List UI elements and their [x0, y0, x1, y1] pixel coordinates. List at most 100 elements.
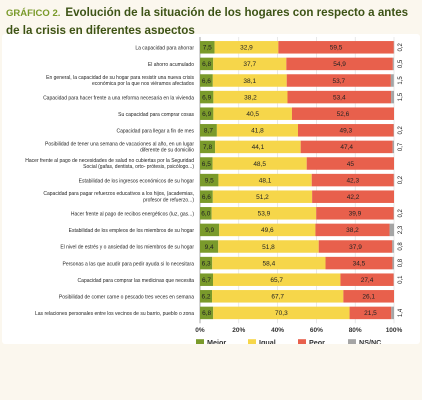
category-label: Posibilidad de tener una semana de vacac…	[45, 141, 194, 153]
bar-segment-mejor	[200, 90, 214, 104]
data-label-nsnc: 0,2	[398, 208, 404, 217]
bar-segment-igual	[213, 57, 287, 71]
category-label: Su capacidad para comprar cosas	[118, 112, 194, 118]
category-label: Las relaciones personales entre los veci…	[35, 311, 194, 317]
data-label: 70,3	[275, 310, 288, 317]
data-label: 6,8	[202, 310, 211, 317]
data-label: 47,4	[340, 144, 353, 151]
data-label: 9,4	[205, 244, 214, 251]
data-label: 6,0	[201, 211, 210, 218]
bar-segment-mejor	[200, 140, 216, 154]
data-label-nsnc: 0,7	[398, 142, 404, 151]
category-label: La capacidad para ahorrar	[135, 46, 194, 52]
bar-segment-nsnc	[392, 240, 394, 253]
bar-segment-igual	[212, 256, 326, 270]
bar-segment-peor	[318, 240, 393, 253]
data-label-nsnc: 2,3	[398, 225, 404, 234]
bar-segment-mejor	[200, 190, 213, 203]
bar-segment-peor	[315, 223, 390, 237]
x-tick-label: 40%	[271, 327, 284, 334]
bar-segment-mejor	[200, 74, 213, 87]
bar-segment-mejor	[200, 173, 219, 187]
data-label: 38,2	[346, 227, 359, 234]
category-label: Hacer frente al pago de necesidades de s…	[25, 158, 194, 170]
bar-segment-mejor	[200, 240, 219, 253]
bar-segment-peor	[340, 273, 394, 286]
bar-segment-peor	[349, 306, 392, 320]
chart-title: Evolución de la situación de los hogares…	[6, 6, 409, 37]
data-label: 6,2	[201, 294, 210, 301]
bar-segment-igual	[212, 157, 307, 170]
bar-segment-igual	[213, 107, 292, 120]
x-tick-label: 80%	[349, 327, 362, 334]
x-tick-label: 100%	[386, 327, 403, 334]
data-label: 45	[347, 161, 355, 168]
chart-area: 0% 20% 40% 60% 80% 100% La capacidad para ahor…	[2, 34, 420, 344]
data-label-nsnc: 0,2	[398, 125, 404, 134]
bar-segment-mejor	[200, 207, 212, 220]
legend-swatch	[196, 339, 204, 344]
data-label: 53,7	[332, 78, 345, 85]
data-label: 9,5	[205, 177, 214, 184]
data-label: 6,6	[202, 194, 211, 201]
bar-segment-igual	[211, 207, 317, 220]
legend-swatch	[298, 339, 306, 344]
bar-segment-mejor	[200, 41, 215, 54]
bar-segment-igual	[216, 124, 298, 137]
bar-segment-peor	[316, 207, 394, 220]
bar-segment-peor	[297, 124, 394, 137]
category-label: Estabilidad de los empleos de los miembr…	[69, 228, 195, 234]
legend-swatch	[348, 339, 356, 344]
legend-label: Peor	[309, 338, 325, 344]
bar-segment-mejor	[200, 290, 213, 303]
legend-swatch	[248, 339, 256, 344]
data-label: 42,2	[347, 194, 360, 201]
data-label: 6,5	[202, 161, 211, 168]
data-label: 44,1	[252, 144, 265, 151]
bar-segment-mejor	[200, 107, 214, 120]
bar-segment-peor	[306, 157, 394, 170]
data-label: 6,3	[202, 260, 211, 267]
bar-segment-peor	[325, 256, 393, 270]
data-label-nsnc: 1,5	[398, 92, 404, 101]
data-label: 6,7	[202, 277, 211, 284]
bar-segment-igual	[212, 273, 341, 286]
data-label: 6,9	[202, 94, 211, 101]
data-label: 42,3	[346, 177, 359, 184]
data-label: 6,8	[202, 61, 211, 68]
bar-segment-nsnc	[391, 306, 394, 320]
legend-label: Igual	[259, 338, 276, 344]
bar-segment-peor	[300, 140, 393, 154]
data-label: 38,2	[244, 94, 257, 101]
data-label: 40,5	[246, 111, 259, 118]
legend-label: NS/NC	[359, 338, 381, 344]
bar-segment-mejor	[200, 306, 214, 320]
data-label: 37,9	[349, 244, 362, 251]
bar-segment-nsnc	[389, 223, 394, 237]
bar-segment-peor	[291, 107, 394, 120]
bar-segment-peor	[286, 74, 391, 87]
data-label-nsnc: 0,2	[398, 42, 404, 51]
data-label-nsnc: 0,8	[398, 258, 404, 267]
x-tick-label: 60%	[310, 327, 323, 334]
data-label: 9,9	[205, 227, 214, 234]
data-label: 52,6	[337, 111, 350, 118]
data-label: 32,9	[240, 45, 253, 52]
bar-segment-mejor	[200, 273, 213, 286]
data-label: 38,1	[243, 78, 256, 85]
data-label: 65,7	[270, 277, 283, 284]
category-label: Estabilidad de los ingresos económicos d…	[79, 178, 195, 184]
bar-segment-peor	[278, 41, 394, 54]
data-label: 26,1	[362, 294, 375, 301]
data-label-nsnc: 0,8	[398, 242, 404, 251]
data-label: 67,7	[271, 294, 284, 301]
bar-segment-peor	[287, 90, 392, 104]
category-label: Hacer frente al pago de recibos energéti…	[71, 212, 194, 218]
data-label: 48,1	[259, 177, 272, 184]
data-label: 53,9	[258, 211, 271, 218]
bar-segment-igual	[212, 74, 287, 87]
category-label: Capacidad para pagar refuerzos educativo…	[43, 191, 194, 203]
bar-segment-nsnc	[390, 74, 394, 87]
category-label: Capacidad para hacer frente a una reform…	[43, 95, 194, 101]
data-label: 51,2	[256, 194, 269, 201]
